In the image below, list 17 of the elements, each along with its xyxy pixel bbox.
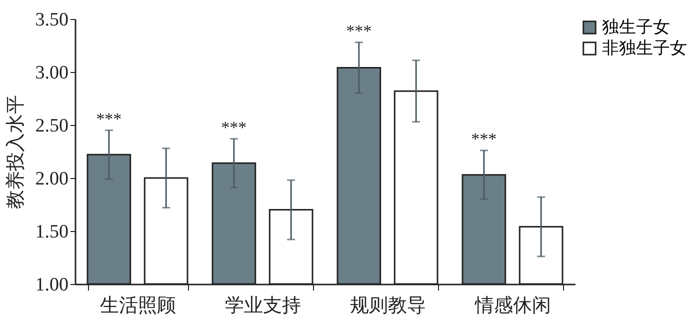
y-tick-label: 3.50	[35, 10, 68, 30]
legend-label: 非独生子女	[602, 38, 687, 58]
legend-label: 独生子女	[602, 18, 670, 36]
annotation: ***	[221, 118, 247, 137]
annotation: ***	[471, 129, 497, 148]
x-tick-label: 生活照顾	[100, 296, 176, 316]
y-tick-label: 1.00	[35, 274, 68, 296]
annotation: ***	[346, 21, 372, 40]
y-axis-title: 教养投入水平	[4, 95, 26, 209]
annotation: ***	[96, 109, 122, 128]
y-tick-label: 2.00	[35, 168, 68, 190]
x-tick-label: 学业支持	[225, 296, 301, 316]
y-tick-label: 3.00	[35, 62, 68, 84]
x-tick-label: 情感休闲	[474, 296, 551, 316]
x-tick-label: 规则教导	[350, 296, 426, 316]
y-tick-label: 2.50	[35, 116, 68, 136]
y-tick-label: 1.50	[35, 222, 68, 242]
